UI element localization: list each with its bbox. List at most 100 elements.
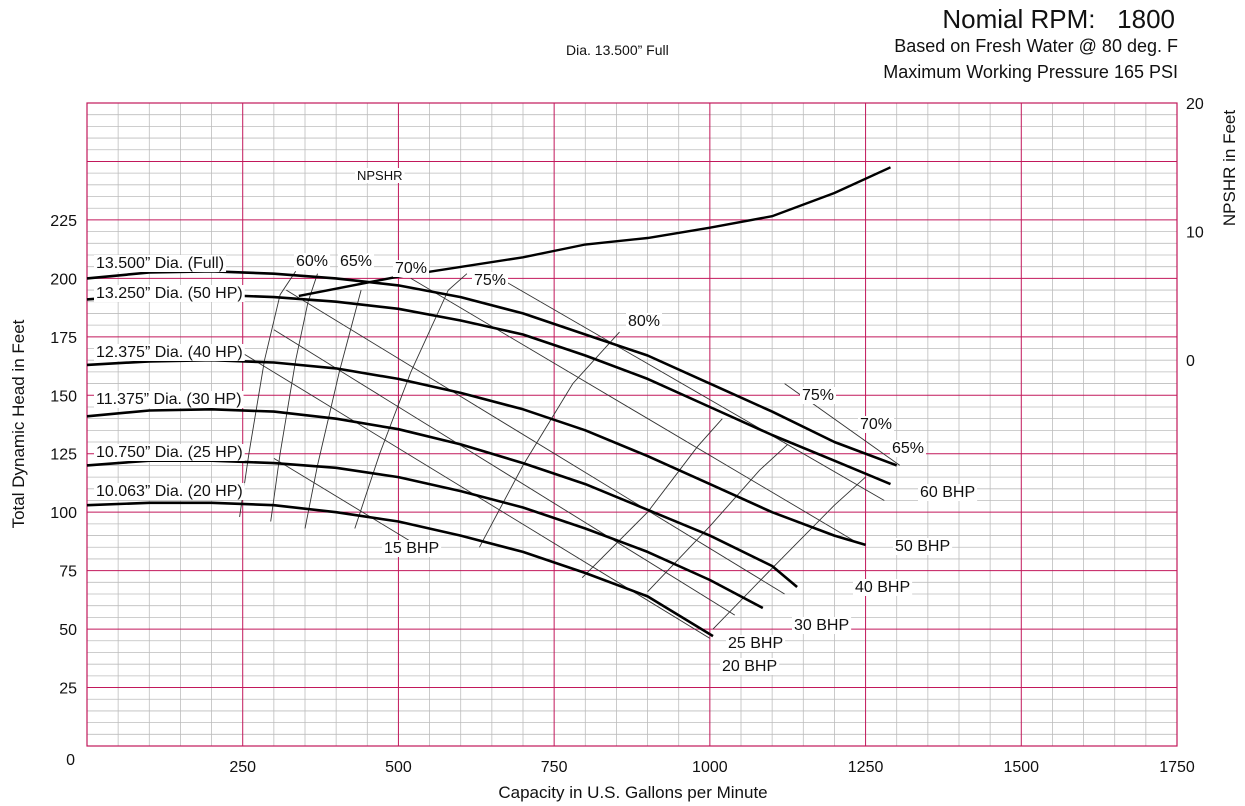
head-curve: [86, 407, 798, 588]
bhp-label: 50 BHP: [895, 538, 950, 555]
x-tick-label: 500: [385, 759, 412, 776]
efficiency-label-bg: [294, 253, 331, 270]
efficiency-label: 60%: [296, 253, 328, 270]
efficiency-label-bg: [858, 416, 895, 433]
x-tick-label: 1500: [1003, 759, 1039, 776]
efficiency-label: 70%: [395, 260, 427, 277]
x-tick-label: 250: [229, 759, 256, 776]
y-tick-label: 200: [50, 271, 77, 288]
y2-tick-label: 0: [1186, 353, 1195, 370]
curve-labels: 13.500” Dia. (Full) 13.250” Dia. (50 HP) 1…: [94, 168, 978, 675]
efficiency-line: [581, 418, 723, 579]
head-curve-label-group: 11.375” Dia. (30 HP): [94, 391, 244, 408]
bhp-label: 25 BHP: [728, 635, 783, 652]
y-tick-label: 150: [50, 388, 77, 405]
head-curve-label: 12.375” Dia. (40 HP): [96, 344, 243, 361]
plot-frame: [86, 102, 1178, 747]
efficiency-line: [479, 331, 620, 548]
bhp-line: [286, 289, 785, 595]
bhp-label-group: 40 BHP: [853, 579, 913, 596]
bhp-line: [491, 273, 885, 501]
efficiency-line: [270, 273, 318, 522]
axis-tick-labels: 0 250 500 750 1000 1250 1500 175025507510012515…: [50, 96, 1204, 776]
head-curve-label: 13.250” Dia. (50 HP): [96, 285, 243, 302]
x-tick-label: 1250: [848, 759, 884, 776]
bhp-label-bg: [918, 484, 978, 501]
major-gridlines: [86, 102, 1178, 747]
bhp-label-group: 50 BHP: [893, 538, 953, 555]
y-tick-label: 125: [50, 447, 77, 464]
head-curve-label-bg: [94, 391, 244, 408]
y-tick-label: 75: [59, 564, 77, 581]
y-tick-label: 225: [50, 213, 77, 230]
efficiency-label: 65%: [892, 440, 924, 457]
efficiency-lines: [239, 271, 866, 630]
head-curve-label-group: 13.250” Dia. (50 HP): [94, 285, 245, 302]
bhp-label-bg: [726, 635, 786, 652]
y2-axis-title: NPSHR in Feet: [1220, 110, 1239, 226]
efficiency-line: [304, 289, 362, 529]
x-tick-label: 1000: [692, 759, 728, 776]
bhp-line: [273, 329, 736, 616]
head-curve-label: 10.063” Dia. (20 HP): [96, 483, 243, 500]
head-curve-label: 13.500” Dia. (Full): [96, 255, 224, 272]
head-curve-label-group: 13.500” Dia. (Full): [94, 255, 227, 272]
bhp-line: [410, 278, 854, 541]
efficiency-label: 80%: [628, 313, 660, 330]
head-curve-label-bg: [94, 444, 245, 461]
bhp-label: 20 BHP: [722, 658, 777, 675]
efficiency-line: [647, 444, 789, 593]
y-tick-label: 175: [50, 330, 77, 347]
bhp-label-bg: [893, 538, 953, 555]
efficiency-label-group: 65%: [338, 253, 375, 270]
efficiency-label-bg: [393, 260, 430, 277]
npshr-label-bg: [355, 168, 405, 183]
head-curve-label-bg: [94, 285, 245, 302]
efficiency-label-bg: [338, 253, 375, 270]
origin-tick-label: 0: [66, 752, 75, 769]
diameter-note: Dia. 13.500” Full: [566, 42, 669, 58]
head-curve-label-bg: [94, 344, 245, 361]
efficiency-label-bg: [472, 272, 509, 289]
efficiency-label-group: 75%: [800, 387, 837, 404]
efficiency-label-group: 70%: [858, 416, 895, 433]
head-curve-label-bg: [94, 483, 245, 500]
efficiency-label: 75%: [474, 272, 506, 289]
head-curve-label: 10.750” Dia. (25 HP): [96, 444, 243, 461]
bhp-label-group: 25 BHP: [726, 635, 786, 652]
bhp-label-bg: [853, 579, 913, 596]
head-curve-label-bg: [94, 255, 227, 272]
efficiency-label: 75%: [802, 387, 834, 404]
head-curve-label: 11.375” Dia. (30 HP): [96, 391, 242, 408]
npshr-curve: [298, 166, 891, 298]
pressure-note: Maximum Working Pressure 165 PSI: [883, 62, 1178, 82]
npshr-label: NPSHR: [357, 168, 403, 183]
bhp-label-group: 20 BHP: [720, 658, 780, 675]
efficiency-line: [712, 476, 866, 630]
rpm-value: 1800: [1117, 4, 1175, 34]
efficiency-label: 70%: [860, 416, 892, 433]
bhp-label-bg: [792, 617, 852, 634]
y-tick-label: 25: [59, 681, 77, 698]
efficiency-label-bg: [800, 387, 837, 404]
bhp-label-bg: [382, 540, 442, 557]
efficiency-label-group: 60%: [294, 253, 331, 270]
bhp-label-bg: [720, 658, 780, 675]
y2-tick-label: 10: [1186, 225, 1204, 242]
efficiency-label-group: 75%: [472, 272, 509, 289]
efficiency-label-group: 80%: [626, 313, 663, 330]
npshr-curve-line: [298, 166, 891, 298]
rpm-label: Nomial RPM: 1800: [942, 4, 1175, 34]
npshr-label-group: NPSHR: [355, 168, 405, 183]
x-tick-label: 1750: [1159, 759, 1195, 776]
bhp-label: 40 BHP: [855, 579, 910, 596]
bhp-label-group: 60 BHP: [918, 484, 978, 501]
head-curve-label-group: 10.750” Dia. (25 HP): [94, 444, 245, 461]
head-curve-label-group: 12.375” Dia. (40 HP): [94, 344, 245, 361]
bhp-label-group: 15 BHP: [382, 540, 442, 557]
efficiency-label-group: 65%: [890, 440, 927, 457]
bhp-label: 15 BHP: [384, 540, 439, 557]
bhp-label-group: 30 BHP: [792, 617, 852, 634]
y-tick-label: 50: [59, 622, 77, 639]
efficiency-label-bg: [890, 440, 927, 457]
